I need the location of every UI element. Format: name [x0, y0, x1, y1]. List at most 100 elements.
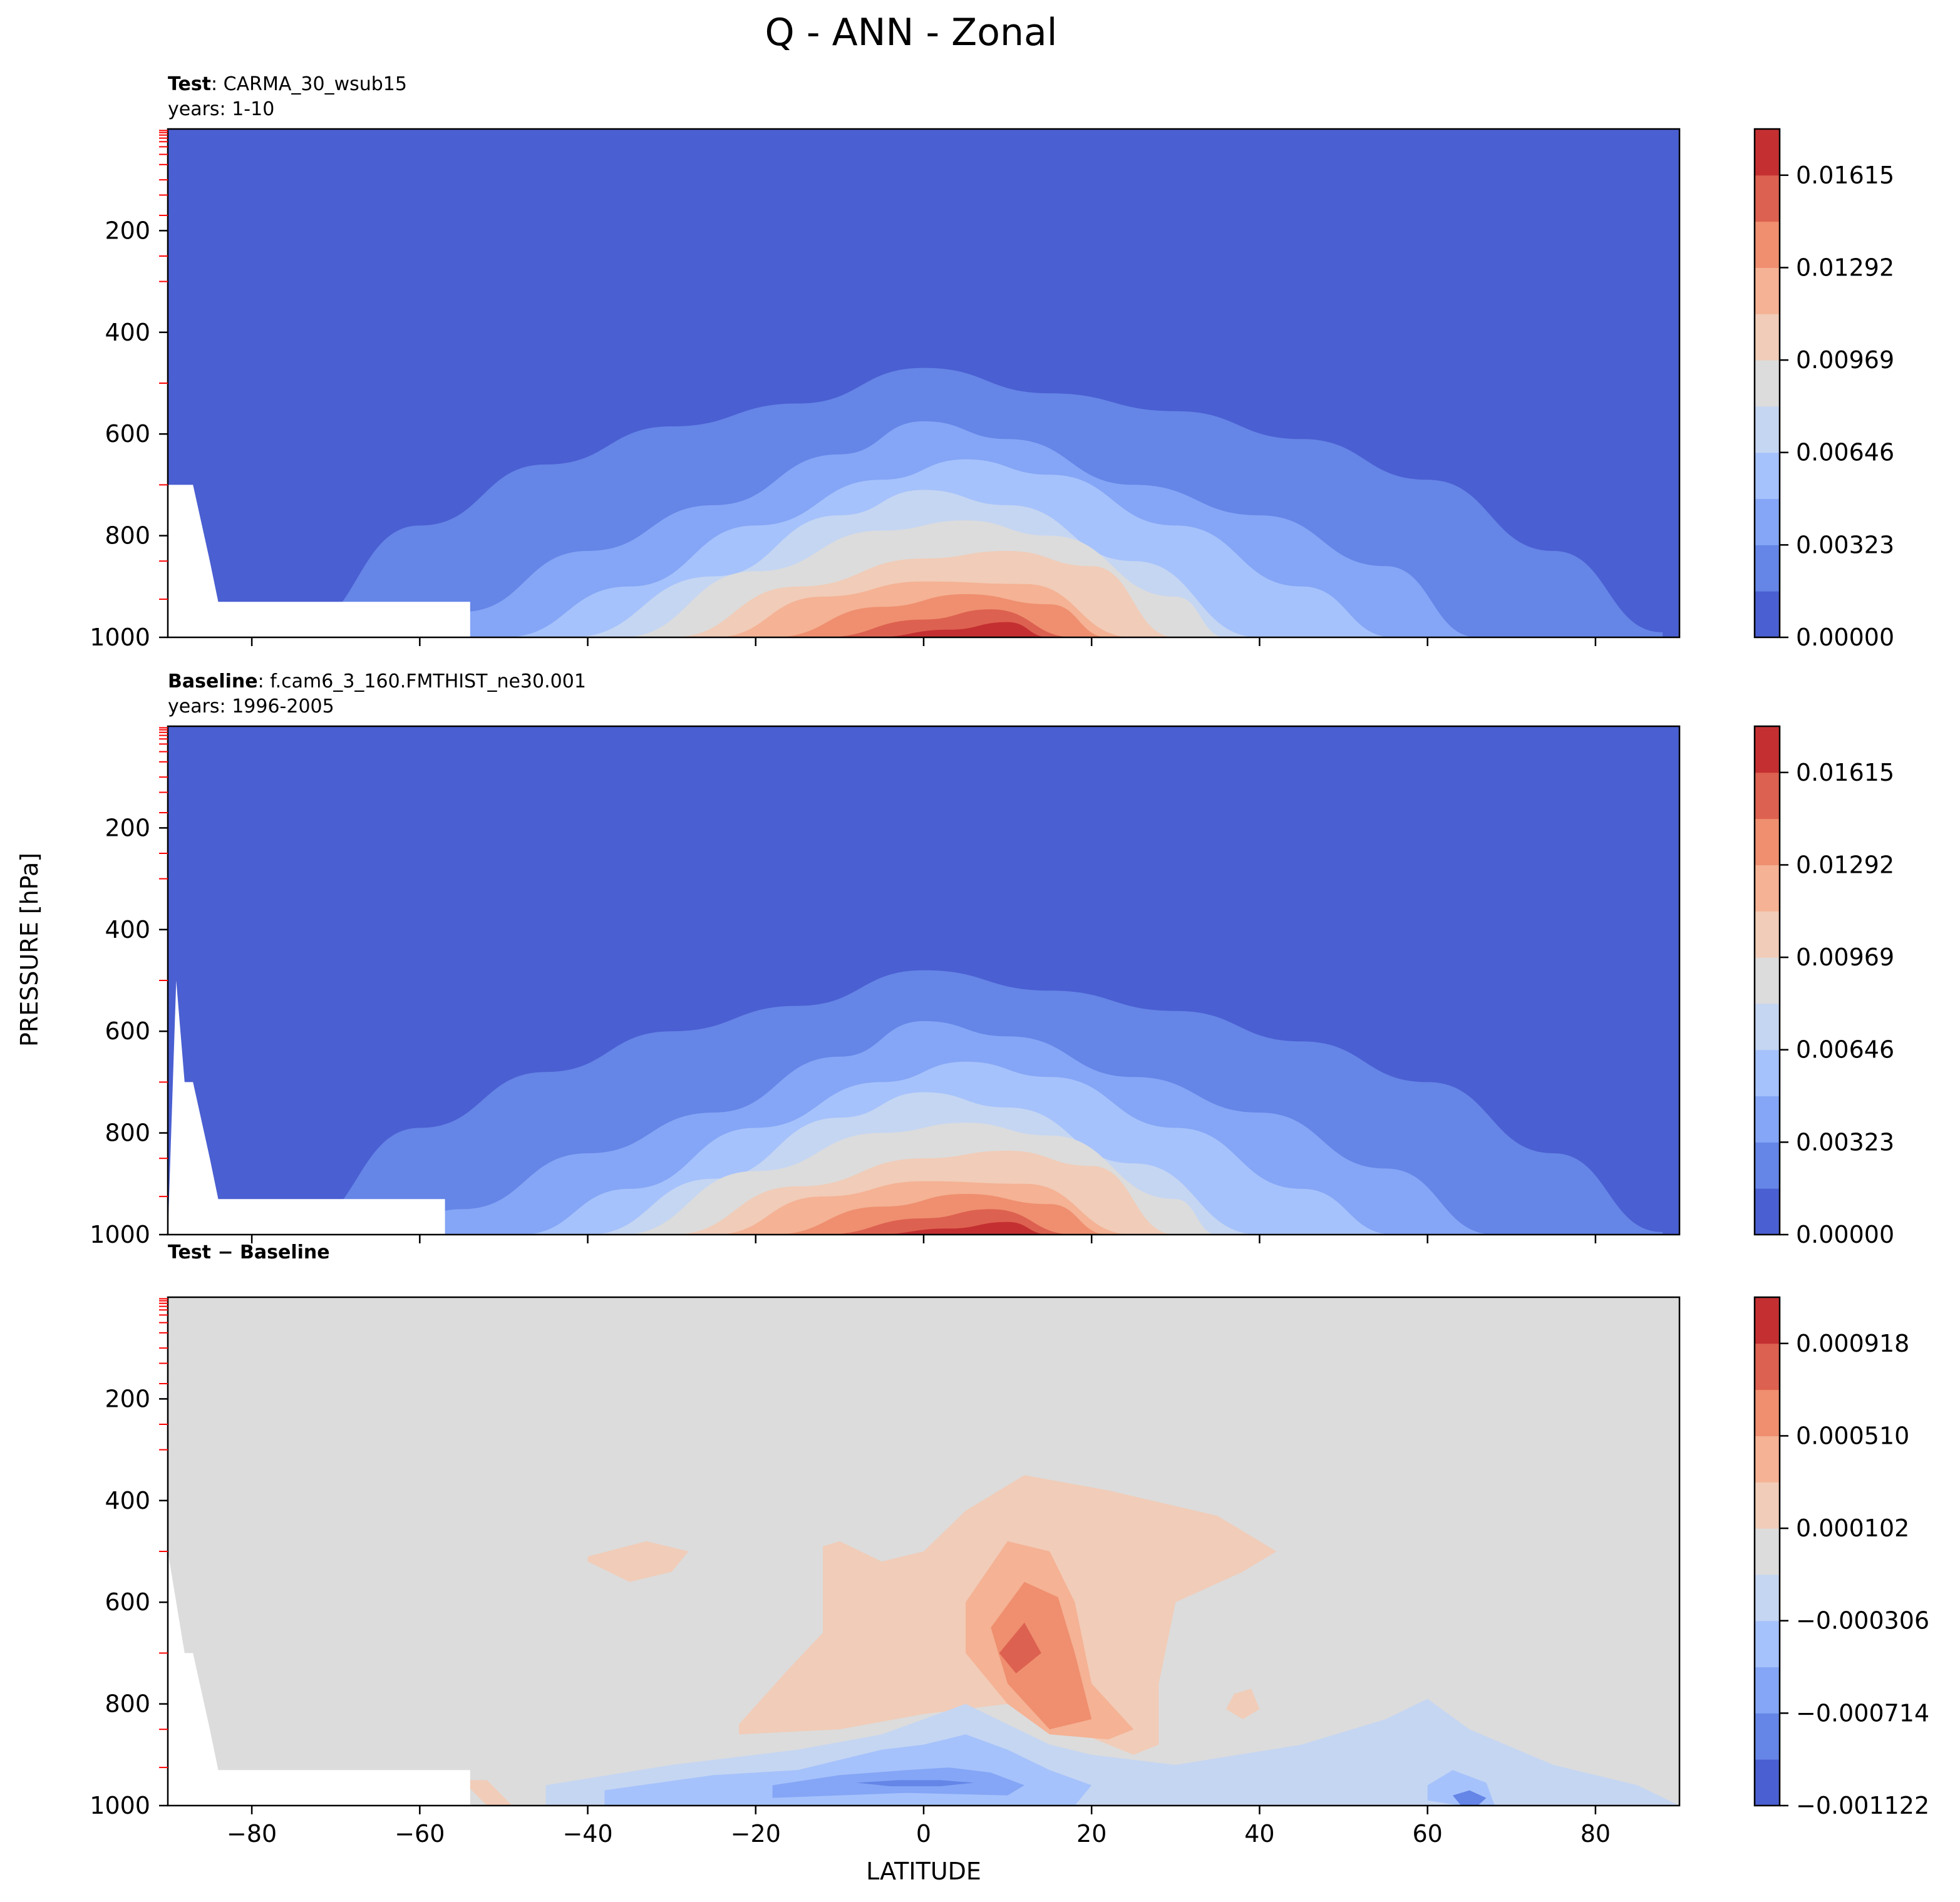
colorbar-band — [1755, 267, 1780, 314]
colorbar-frame — [1753, 128, 1781, 639]
y-tick-label: 400 — [105, 1487, 150, 1514]
y-tick-label: 200 — [105, 814, 150, 841]
colorbar-band — [1755, 1049, 1780, 1097]
missing-data-mask — [168, 1551, 470, 1806]
colorbar-tick-label: 0.00969 — [1796, 943, 1894, 971]
colorbar-band — [1755, 1003, 1780, 1051]
colorbar-band — [1755, 498, 1780, 545]
colorbar-band — [1755, 175, 1780, 222]
figure-title: Q - ANN - Zonal — [765, 11, 1058, 54]
colorbar-band — [1755, 545, 1780, 592]
y-tick-label: 200 — [105, 1385, 150, 1412]
x-tick-label: −40 — [562, 1820, 612, 1848]
colorbar: 0.00000 0.00323 0.00646 0.00969 0.01292 0.016… — [1753, 725, 1894, 1248]
panel-title-bold: Test — [168, 73, 211, 95]
colorbar-band — [1755, 1188, 1780, 1235]
panel-title: Test: CARMA_30_wsub15 — [168, 73, 407, 95]
contour-region-9 — [999, 1622, 1041, 1673]
panel-subtitle: years: 1-10 — [168, 98, 274, 120]
contour-band-10 — [873, 622, 1050, 637]
panel-title-bold: Test — [168, 1241, 211, 1263]
colorbar-band — [1755, 314, 1780, 361]
x-tick-label: 0 — [916, 1820, 931, 1848]
y-tick-label: 400 — [105, 916, 150, 943]
contour-fill — [168, 726, 1679, 1235]
colorbar-tick-label: 0.00323 — [1796, 531, 1894, 558]
colorbar-band — [1755, 1759, 1780, 1806]
panel-title: Test − Baseline — [168, 1241, 330, 1263]
colorbar-band — [1755, 221, 1780, 268]
colorbar-tick-label: 0.00969 — [1796, 346, 1894, 374]
colorbar-tick-label: 0.000510 — [1796, 1422, 1909, 1449]
missing-data-mask — [168, 980, 445, 1235]
x-tick-label: 20 — [1076, 1820, 1106, 1848]
colorbar: −0.001122 −0.000714 −0.000306 0.000102 0.000… — [1753, 1296, 1929, 1819]
y-tick-label: 1000 — [90, 624, 150, 651]
colorbar-band — [1755, 865, 1780, 912]
y-tick-label: 1000 — [90, 1792, 150, 1819]
contour-region-8 — [991, 1581, 1092, 1730]
colorbar-tick-label: 0.01292 — [1796, 254, 1894, 281]
colorbar-band — [1755, 818, 1780, 865]
colorbar-band — [1755, 1528, 1780, 1575]
colorbar-band — [1755, 957, 1780, 1004]
contour-region-6 — [587, 1541, 689, 1582]
colorbar-band — [1755, 1436, 1780, 1483]
colorbar-band — [1755, 726, 1780, 773]
colorbar-tick-label: 0.00323 — [1796, 1128, 1894, 1156]
colorbar-band — [1755, 406, 1780, 453]
contour-fill — [168, 1297, 1679, 1806]
y-tick-label: 800 — [105, 1119, 150, 1147]
colorbar-frame — [1753, 1296, 1781, 1807]
colorbar-tick-label: 0.01292 — [1796, 851, 1894, 878]
colorbar-band — [1755, 452, 1780, 500]
colorbar-tick-label: 0.01615 — [1796, 162, 1894, 189]
colorbar-band — [1755, 1620, 1780, 1668]
panel-title-rest: − Baseline — [211, 1241, 330, 1263]
y-tick-label: 600 — [105, 420, 150, 448]
panel-title-rest: : CARMA_30_wsub15 — [211, 73, 407, 95]
colorbar-band — [1755, 1574, 1780, 1622]
y-tick-label: 800 — [105, 1690, 150, 1718]
panel-title: Baseline: f.cam6_3_160.FMTHIST_ne30.001 — [168, 671, 586, 692]
x-tick-label: 80 — [1581, 1820, 1611, 1848]
colorbar-band — [1755, 1389, 1780, 1436]
panel-title-bold: Baseline — [168, 671, 258, 692]
x-tick-label: −80 — [227, 1820, 277, 1848]
contour-fill — [168, 129, 1679, 637]
colorbar-tick-label: 0.01615 — [1796, 759, 1894, 786]
y-tick-label: 1000 — [90, 1221, 150, 1248]
contour-region-6 — [1225, 1689, 1260, 1719]
colorbar-band — [1755, 1096, 1780, 1143]
panel-1: Test: CARMA_30_wsub15 years: 1-10 200 400 60… — [90, 73, 1894, 651]
colorbar-tick-label: 0.00000 — [1796, 1221, 1894, 1248]
x-tick-label: −60 — [395, 1820, 445, 1848]
colorbar-frame — [1753, 725, 1781, 1236]
colorbar-band — [1755, 129, 1780, 176]
y-tick-label: 800 — [105, 522, 150, 550]
x-tick-label: −20 — [731, 1820, 781, 1848]
contour-region-1 — [856, 1780, 974, 1787]
colorbar-tick-label: 0.000918 — [1796, 1330, 1909, 1357]
colorbar-band — [1755, 911, 1780, 958]
x-tick-label: 40 — [1244, 1820, 1274, 1848]
y-tick-label: 600 — [105, 1588, 150, 1616]
colorbar-tick-label: −0.000714 — [1796, 1699, 1929, 1727]
contour-region-1 — [1452, 1790, 1487, 1806]
colorbar-tick-label: −0.001122 — [1796, 1792, 1929, 1819]
colorbar-band — [1755, 1142, 1780, 1189]
contour-region-6 — [462, 1780, 512, 1806]
panel-2: Baseline: f.cam6_3_160.FMTHIST_ne30.001y… — [90, 671, 1894, 1248]
y-tick-label: 200 — [105, 217, 150, 244]
y-tick-label: 600 — [105, 1017, 150, 1045]
colorbar-band — [1755, 772, 1780, 820]
y-axis-label: PRESSURE [hPa] — [16, 853, 43, 1047]
panel-subtitle: years: 1996-2005 — [168, 696, 334, 717]
colorbar-tick-label: −0.000306 — [1796, 1607, 1929, 1635]
colorbar-band — [1755, 1343, 1780, 1391]
contour-band-10 — [873, 1221, 1050, 1235]
panel-title-rest: : f.cam6_3_160.FMTHIST_ne30.001 — [258, 671, 586, 692]
missing-data-mask — [168, 485, 470, 637]
